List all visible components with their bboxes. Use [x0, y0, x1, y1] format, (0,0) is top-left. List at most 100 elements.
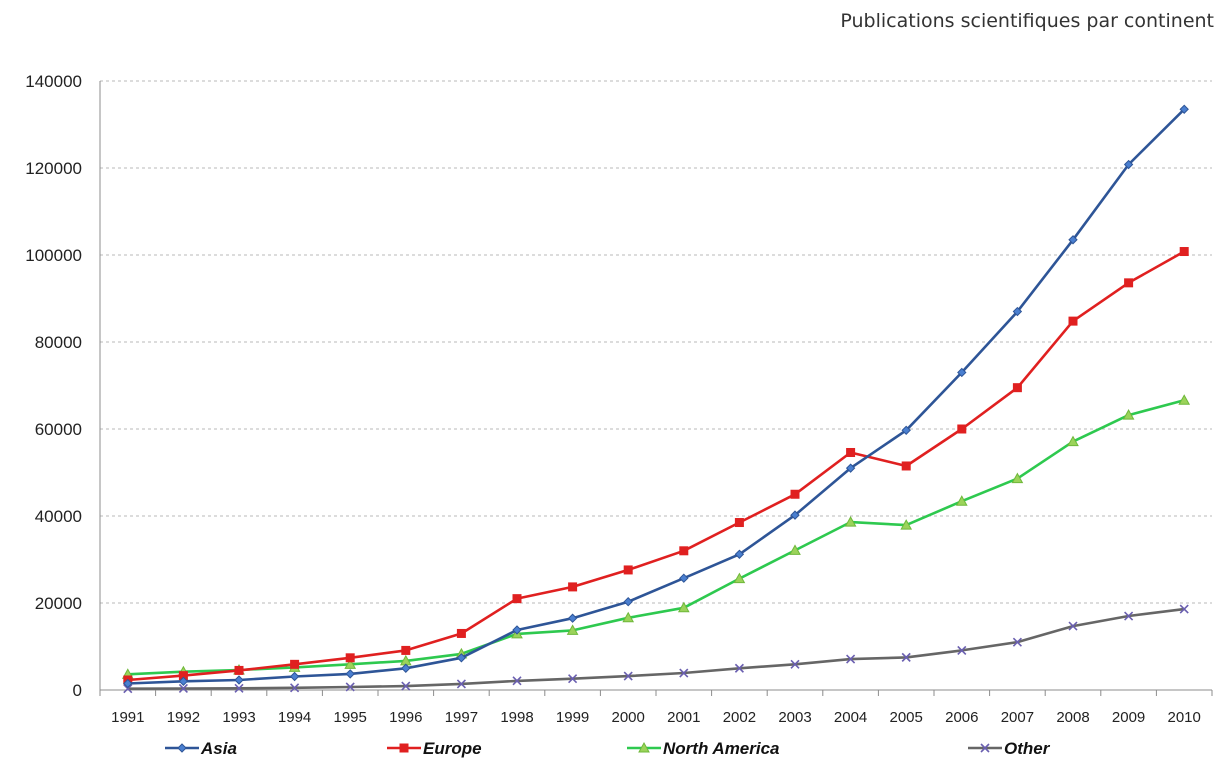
- marker-stroke: [623, 671, 633, 681]
- data-point-asia: [1179, 104, 1189, 114]
- data-point-europe: [901, 461, 911, 471]
- marker-stroke: [123, 684, 133, 694]
- data-point-europe: [290, 659, 300, 669]
- marker-stroke: [1124, 611, 1134, 621]
- x-tick-label: 1993: [222, 709, 255, 726]
- legend: Asia Europe North America Other: [165, 739, 1051, 758]
- data-point-other: [234, 683, 244, 693]
- data-point-europe: [734, 518, 744, 528]
- data-point-other: [734, 663, 744, 673]
- x-tick-label: 2010: [1168, 709, 1201, 726]
- y-tick-label: 100000: [25, 246, 82, 265]
- data-point-asia: [289, 671, 300, 682]
- legend-item-europe: Europe: [387, 739, 482, 758]
- data-point-north-america: [1122, 409, 1135, 420]
- series-europe: [123, 247, 1189, 685]
- data-point-asia: [345, 669, 355, 679]
- data-point-europe: [568, 582, 578, 592]
- marker-stroke: [234, 683, 244, 693]
- marker-stroke: [1012, 637, 1022, 647]
- data-point-europe: [957, 424, 967, 434]
- data-point-other: [623, 671, 633, 681]
- legend-item-asia: Asia: [165, 739, 237, 758]
- data-point-europe: [456, 628, 466, 638]
- data-point-north-america: [1178, 394, 1191, 405]
- legend-label: North America: [663, 739, 780, 758]
- x-tick-label: 2002: [723, 709, 756, 726]
- data-point-europe: [178, 671, 188, 681]
- legend-label: Asia: [200, 739, 237, 758]
- data-point-europe: [790, 489, 800, 499]
- data-point-other: [123, 684, 133, 694]
- data-point-asia: [957, 367, 967, 378]
- marker-stroke: [1179, 604, 1189, 614]
- marker-stroke: [679, 668, 689, 678]
- data-point-other: [901, 652, 911, 662]
- data-point-north-america: [1067, 435, 1079, 447]
- marker-stroke: [980, 743, 990, 753]
- x-tick-label: 2004: [834, 709, 867, 726]
- data-point-north-america: [344, 658, 357, 669]
- x-tick-label: 2003: [778, 709, 811, 726]
- data-point-europe: [1179, 247, 1189, 257]
- legend-swatch-marker: [638, 741, 650, 753]
- data-point-other: [456, 679, 466, 689]
- data-point-north-america: [955, 495, 968, 506]
- x-tick-label: 1996: [389, 709, 422, 726]
- y-tick-label: 140000: [25, 72, 82, 91]
- data-point-europe: [623, 565, 633, 575]
- data-point-north-america: [566, 624, 579, 635]
- axes: [99, 81, 1213, 696]
- marker-stroke: [456, 679, 466, 689]
- data-point-asia: [1012, 306, 1023, 317]
- series-line-asia: [127, 108, 1186, 685]
- x-tick-label: 1994: [278, 709, 311, 726]
- marker-stroke: [512, 676, 522, 686]
- series-north-america: [121, 394, 1191, 679]
- data-point-north-america: [622, 611, 635, 623]
- marker-stroke: [178, 683, 188, 694]
- legend-label: Europe: [423, 739, 482, 758]
- legend-swatch-marker: [177, 743, 187, 753]
- data-point-other: [568, 674, 578, 684]
- data-point-asia: [734, 549, 745, 559]
- data-point-europe: [1068, 316, 1078, 326]
- legend-item-north-america: North America: [627, 739, 780, 758]
- data-point-north-america: [844, 516, 857, 527]
- data-point-other: [1068, 621, 1078, 631]
- data-point-north-america: [733, 572, 746, 584]
- x-tick-label: 1992: [167, 709, 200, 726]
- data-point-asia: [567, 613, 578, 623]
- data-point-europe: [234, 665, 244, 675]
- marker-stroke: [846, 654, 856, 664]
- y-tick-label: 60000: [35, 420, 82, 439]
- data-point-other: [401, 681, 411, 691]
- data-point-asia: [512, 625, 522, 635]
- data-point-asia: [401, 663, 411, 673]
- grid-lines: [100, 80, 1212, 604]
- data-point-other: [1179, 604, 1189, 614]
- data-point-europe: [1124, 278, 1134, 288]
- x-axis-ticks: 1991 1992 1993 1994 1995 1996 1997 1998 1999 2000…: [111, 709, 1201, 726]
- data-point-other: [846, 654, 856, 664]
- x-tick-label: 2006: [945, 709, 978, 726]
- data-point-other: [957, 645, 967, 655]
- data-point-north-america: [1011, 472, 1024, 484]
- marker-stroke: [734, 663, 744, 673]
- series-other: [123, 604, 1189, 694]
- marker-stroke: [345, 682, 355, 692]
- data-point-other: [290, 683, 300, 693]
- data-point-europe: [1012, 383, 1022, 393]
- data-point-other: [512, 676, 522, 686]
- y-tick-label: 0: [73, 681, 82, 700]
- x-tick-label: 2009: [1112, 709, 1145, 726]
- data-point-other: [345, 682, 355, 692]
- series-lines: [121, 104, 1191, 694]
- legend-swatch-marker: [399, 743, 409, 753]
- marker-stroke: [790, 659, 800, 669]
- y-tick-label: 120000: [25, 159, 82, 178]
- marker-stroke: [290, 683, 300, 693]
- data-point-north-america: [900, 519, 913, 530]
- x-tick-label: 2000: [612, 709, 645, 726]
